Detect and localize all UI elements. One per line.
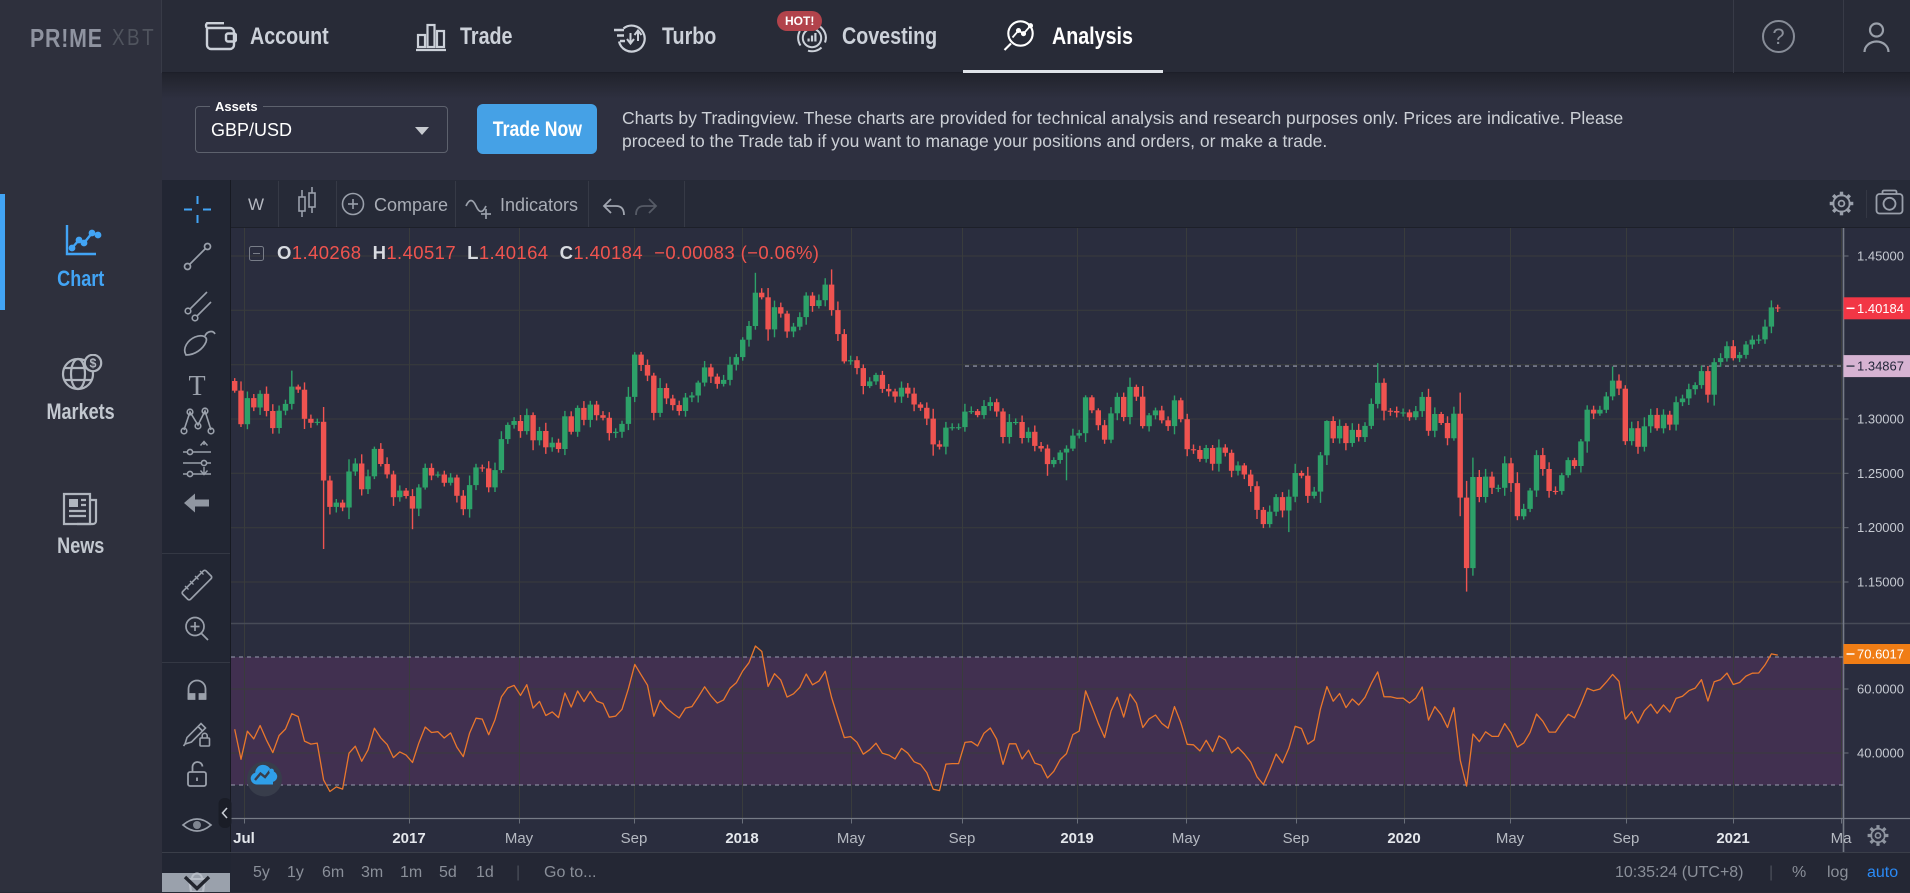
svg-text:May: May — [837, 830, 866, 847]
svg-text:1.15000: 1.15000 — [1857, 575, 1904, 590]
svg-text:May: May — [505, 830, 534, 847]
svg-text:Sep: Sep — [949, 830, 976, 847]
svg-text:40.0000: 40.0000 — [1857, 746, 1904, 761]
svg-text:2019: 2019 — [1060, 830, 1093, 847]
svg-text:Sep: Sep — [621, 830, 648, 847]
svg-text:2021: 2021 — [1716, 830, 1749, 847]
svg-text:Sep: Sep — [1283, 830, 1310, 847]
svg-text:May: May — [1496, 830, 1525, 847]
svg-text:Jul: Jul — [233, 830, 255, 847]
svg-text:W: W — [248, 195, 264, 214]
svg-text:May: May — [1172, 830, 1201, 847]
svg-text:1.30000: 1.30000 — [1857, 412, 1904, 427]
svg-text:70.6017: 70.6017 — [1857, 647, 1904, 662]
svg-text:2017: 2017 — [392, 830, 425, 847]
svg-text:1.40184: 1.40184 — [1857, 301, 1904, 316]
svg-text:Compare: Compare — [374, 195, 448, 215]
svg-text:1.34867: 1.34867 — [1857, 359, 1904, 374]
svg-text:Indicators: Indicators — [500, 195, 578, 215]
svg-text:1.25000: 1.25000 — [1857, 466, 1904, 481]
svg-text:T: T — [188, 371, 205, 402]
svg-text:60.0000: 60.0000 — [1857, 682, 1904, 697]
svg-text:Sep: Sep — [1613, 830, 1640, 847]
svg-text:Ma: Ma — [1831, 830, 1852, 847]
svg-text:O1.40268 H1.40517 L1.40164: O1.40268 H1.40517 L1.40164 C1.40184 −0.0… — [277, 242, 819, 263]
svg-text:1.20000: 1.20000 — [1857, 520, 1904, 535]
svg-text:2018: 2018 — [725, 830, 758, 847]
svg-text:2020: 2020 — [1387, 830, 1420, 847]
svg-text:1.45000: 1.45000 — [1857, 249, 1904, 264]
